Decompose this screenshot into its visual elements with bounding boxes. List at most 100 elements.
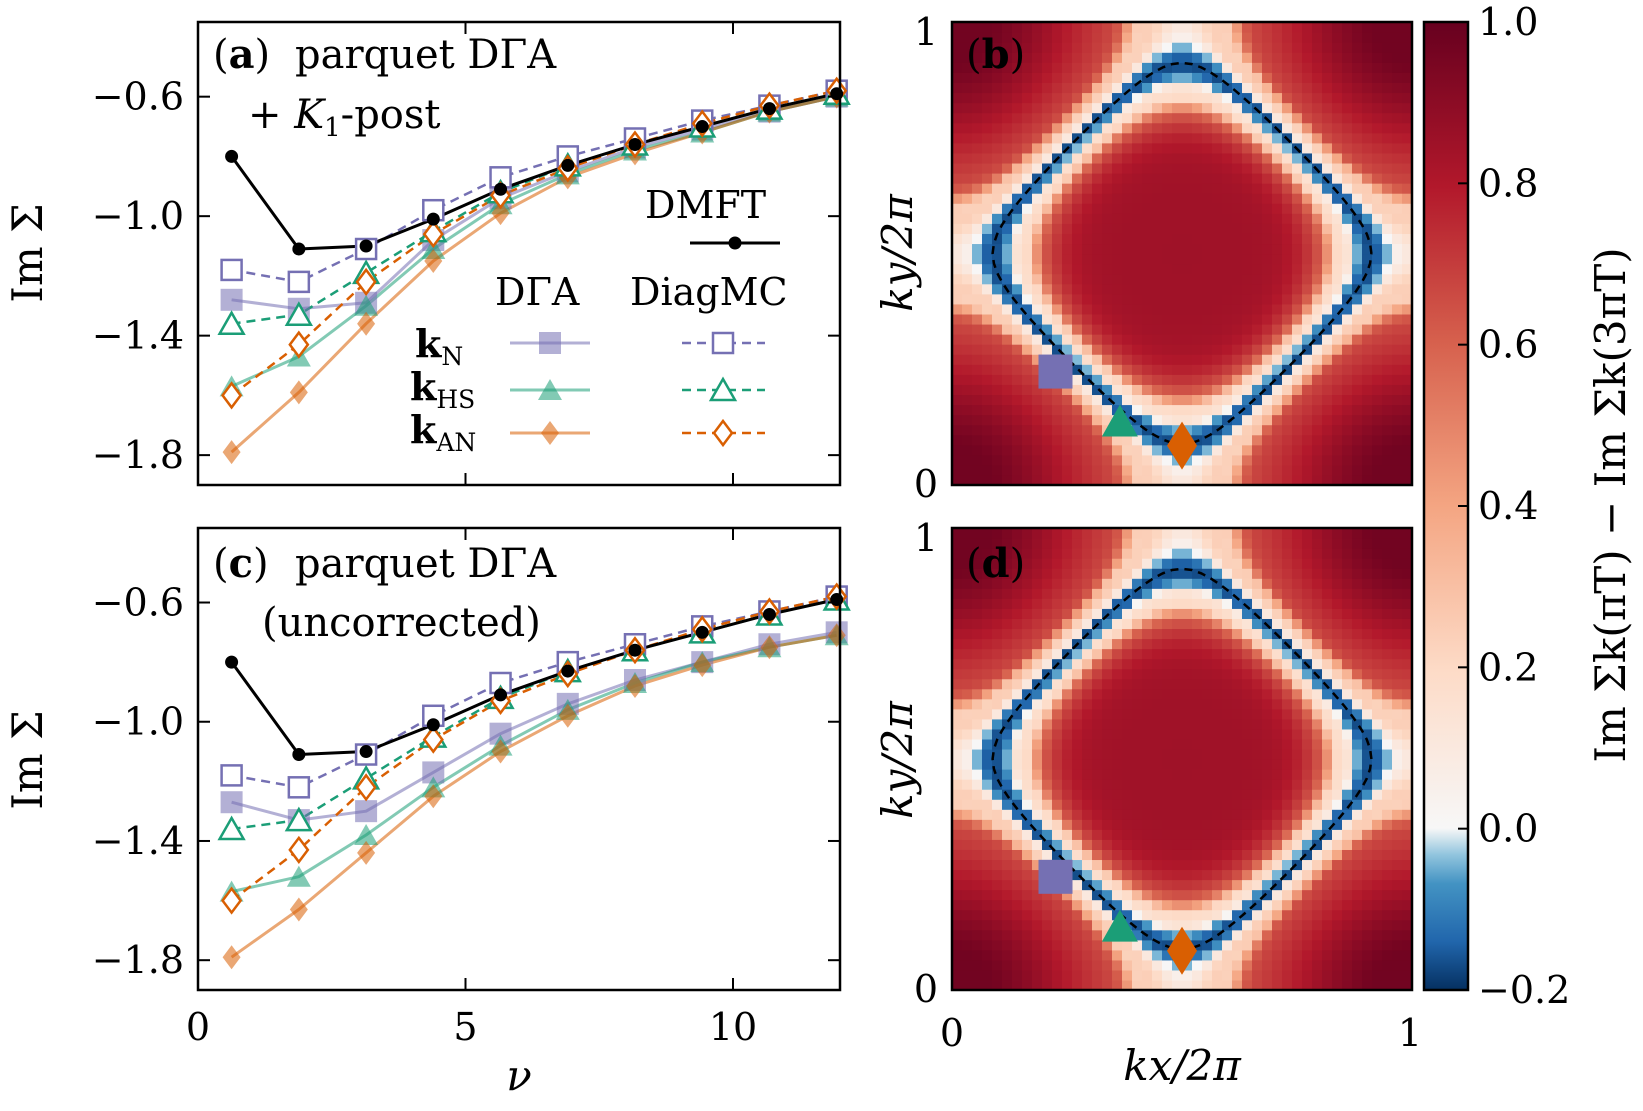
panel-d-heat-cell bbox=[1112, 889, 1123, 901]
panel-b-heat-cell bbox=[1212, 444, 1223, 456]
panel-b-heat-cell bbox=[1292, 52, 1303, 63]
panel-d-heat-cell bbox=[1332, 748, 1343, 760]
panel-d-heat-cell bbox=[1172, 839, 1183, 850]
panel-d-heat-cell bbox=[1262, 558, 1273, 569]
panel-d-heat-cell bbox=[1092, 899, 1103, 911]
panel-d-heat-cell bbox=[1292, 949, 1303, 961]
panel-b-heat-cell bbox=[1022, 434, 1033, 446]
panel-b-heat-cell bbox=[1302, 52, 1313, 63]
panel-b-heat-cell bbox=[1302, 474, 1313, 485]
panel-b-heat-cell bbox=[1402, 384, 1412, 396]
panel-b-heat-cell bbox=[1152, 42, 1163, 53]
panel-d-heat-cell bbox=[1392, 779, 1403, 790]
panel-b-heat-cell bbox=[1152, 334, 1163, 345]
panel-d-heat-cell bbox=[1152, 538, 1163, 549]
panel-d-heat-cell bbox=[1372, 959, 1383, 971]
panel-b-heat-cell bbox=[1222, 213, 1233, 224]
panel-d-heat-cell bbox=[1312, 969, 1323, 981]
panel-b-heat-cell bbox=[1062, 414, 1073, 426]
panel-b-heat-cell bbox=[1352, 454, 1363, 466]
panel-d-heat-cell bbox=[1052, 598, 1063, 609]
panel-d-heat-cell bbox=[1342, 979, 1353, 990]
panel-d-heat-cell bbox=[1202, 628, 1213, 640]
panel-b-heat-cell bbox=[1142, 132, 1153, 144]
panel-b-heat-cell bbox=[1012, 112, 1023, 124]
panel-b-heat-cell bbox=[962, 303, 973, 315]
panel-d-heat-cell bbox=[1312, 638, 1323, 650]
panel-d-heat-cell bbox=[1152, 849, 1163, 861]
panel-b-heat-cell bbox=[1192, 82, 1203, 94]
panel-d-heat-cell bbox=[1252, 628, 1263, 640]
panel-d-heat-cell bbox=[1402, 869, 1412, 881]
panel-d-heat-cell bbox=[1082, 578, 1093, 589]
panel-d-heat-cell bbox=[1292, 598, 1303, 609]
panel-b-heat-cell bbox=[962, 444, 973, 456]
panel-d-heat-cell bbox=[1052, 789, 1063, 800]
panel-d-heat-cell bbox=[962, 899, 973, 911]
panel-d-heat-cell bbox=[1282, 879, 1293, 891]
panel-d-heat-cell bbox=[992, 879, 1003, 891]
panel-b-heat-cell bbox=[1042, 263, 1053, 275]
panel-d-heat-cell bbox=[1072, 759, 1083, 770]
panel-b-heat-cell bbox=[1372, 162, 1383, 174]
panel-d-heat-cell bbox=[1072, 959, 1083, 971]
panel-b-heat-cell bbox=[1082, 384, 1093, 396]
panel-d-heat-cell bbox=[1322, 558, 1333, 569]
panel-b-heat-cell bbox=[992, 334, 1003, 345]
panel-b-heat-cell bbox=[962, 193, 973, 204]
panel-b-heat-cell bbox=[1192, 172, 1203, 184]
panel-d-heat-cell bbox=[1392, 759, 1403, 770]
panel-b-heat-cell bbox=[1082, 152, 1093, 164]
panel-d-heat-cell bbox=[1112, 608, 1123, 619]
panel-d-heat-cell bbox=[972, 618, 983, 630]
panel-d-heat-cell bbox=[1302, 799, 1313, 810]
panel-d-heat-cell bbox=[1082, 879, 1093, 891]
panel-b-heat-cell bbox=[1152, 243, 1163, 255]
panel-b-heat-cell bbox=[1192, 42, 1203, 53]
panel-b-heat-cell bbox=[1242, 323, 1253, 335]
panel-b-heat-cell bbox=[1012, 404, 1023, 416]
panel-b-heat-cell bbox=[972, 414, 983, 426]
panel-d-heat-cell bbox=[1192, 959, 1203, 971]
panel-d-heat-cell bbox=[1402, 959, 1412, 971]
panel-d-heat-cell bbox=[1232, 919, 1243, 931]
panel-b-heat-cell bbox=[1042, 334, 1053, 345]
panel-b-heat-cell bbox=[952, 263, 963, 275]
panel-d-heat-cell bbox=[972, 558, 983, 569]
panel-d-heat-cell bbox=[1312, 618, 1323, 630]
panel-d-heat-cell bbox=[1072, 969, 1083, 981]
panel-b-heat-cell bbox=[1172, 313, 1183, 325]
panel-b-heat-cell bbox=[1362, 32, 1373, 43]
panel-b-heat-cell bbox=[1122, 132, 1133, 144]
panel-d-heat-cell bbox=[1072, 919, 1083, 931]
panel-b-heat-cell bbox=[1012, 323, 1023, 335]
panel-d-heat-cell bbox=[1192, 628, 1203, 640]
panel-b-heat-cell bbox=[1122, 162, 1133, 174]
panel-b-heat-cell bbox=[1402, 92, 1412, 104]
panel-b-heat-cell bbox=[1322, 82, 1333, 94]
panel-b-heat-cell bbox=[1402, 354, 1412, 365]
panel-d-heat-cell bbox=[1242, 789, 1253, 800]
panel-d-heat-cell bbox=[972, 839, 983, 850]
panel-b-heat-cell bbox=[982, 62, 993, 73]
panel-b-heat-cell bbox=[1312, 223, 1323, 234]
panel-b-heat-cell bbox=[1092, 62, 1103, 73]
panel-d-heat-cell bbox=[1322, 839, 1333, 850]
panel-b-heat-cell bbox=[1042, 223, 1053, 234]
panel-d-heat-cell bbox=[1392, 969, 1403, 981]
panel-d-heat-cell bbox=[1312, 648, 1323, 660]
panel-d-heat-cell bbox=[1402, 688, 1412, 700]
panel-b-heat-cell bbox=[1202, 102, 1213, 114]
panel-b-heat-cell bbox=[1052, 454, 1063, 466]
panel-d-heat-cell bbox=[1372, 608, 1383, 619]
panel-b-heat-cell bbox=[1122, 293, 1133, 305]
panel-b-heat-cell bbox=[952, 354, 963, 365]
panel-b-heat-cell bbox=[1352, 72, 1363, 83]
panel-d-heat-cell bbox=[1042, 688, 1053, 700]
panel-d-heat-cell bbox=[1112, 759, 1123, 770]
panel-b-heat-cell bbox=[952, 32, 963, 43]
panel-b-heat-cell bbox=[1312, 132, 1323, 144]
panel-b-heat-cell bbox=[1262, 444, 1273, 456]
panel-d-heat-cell bbox=[1382, 929, 1393, 941]
panel-b-heat-cell bbox=[1142, 122, 1153, 134]
